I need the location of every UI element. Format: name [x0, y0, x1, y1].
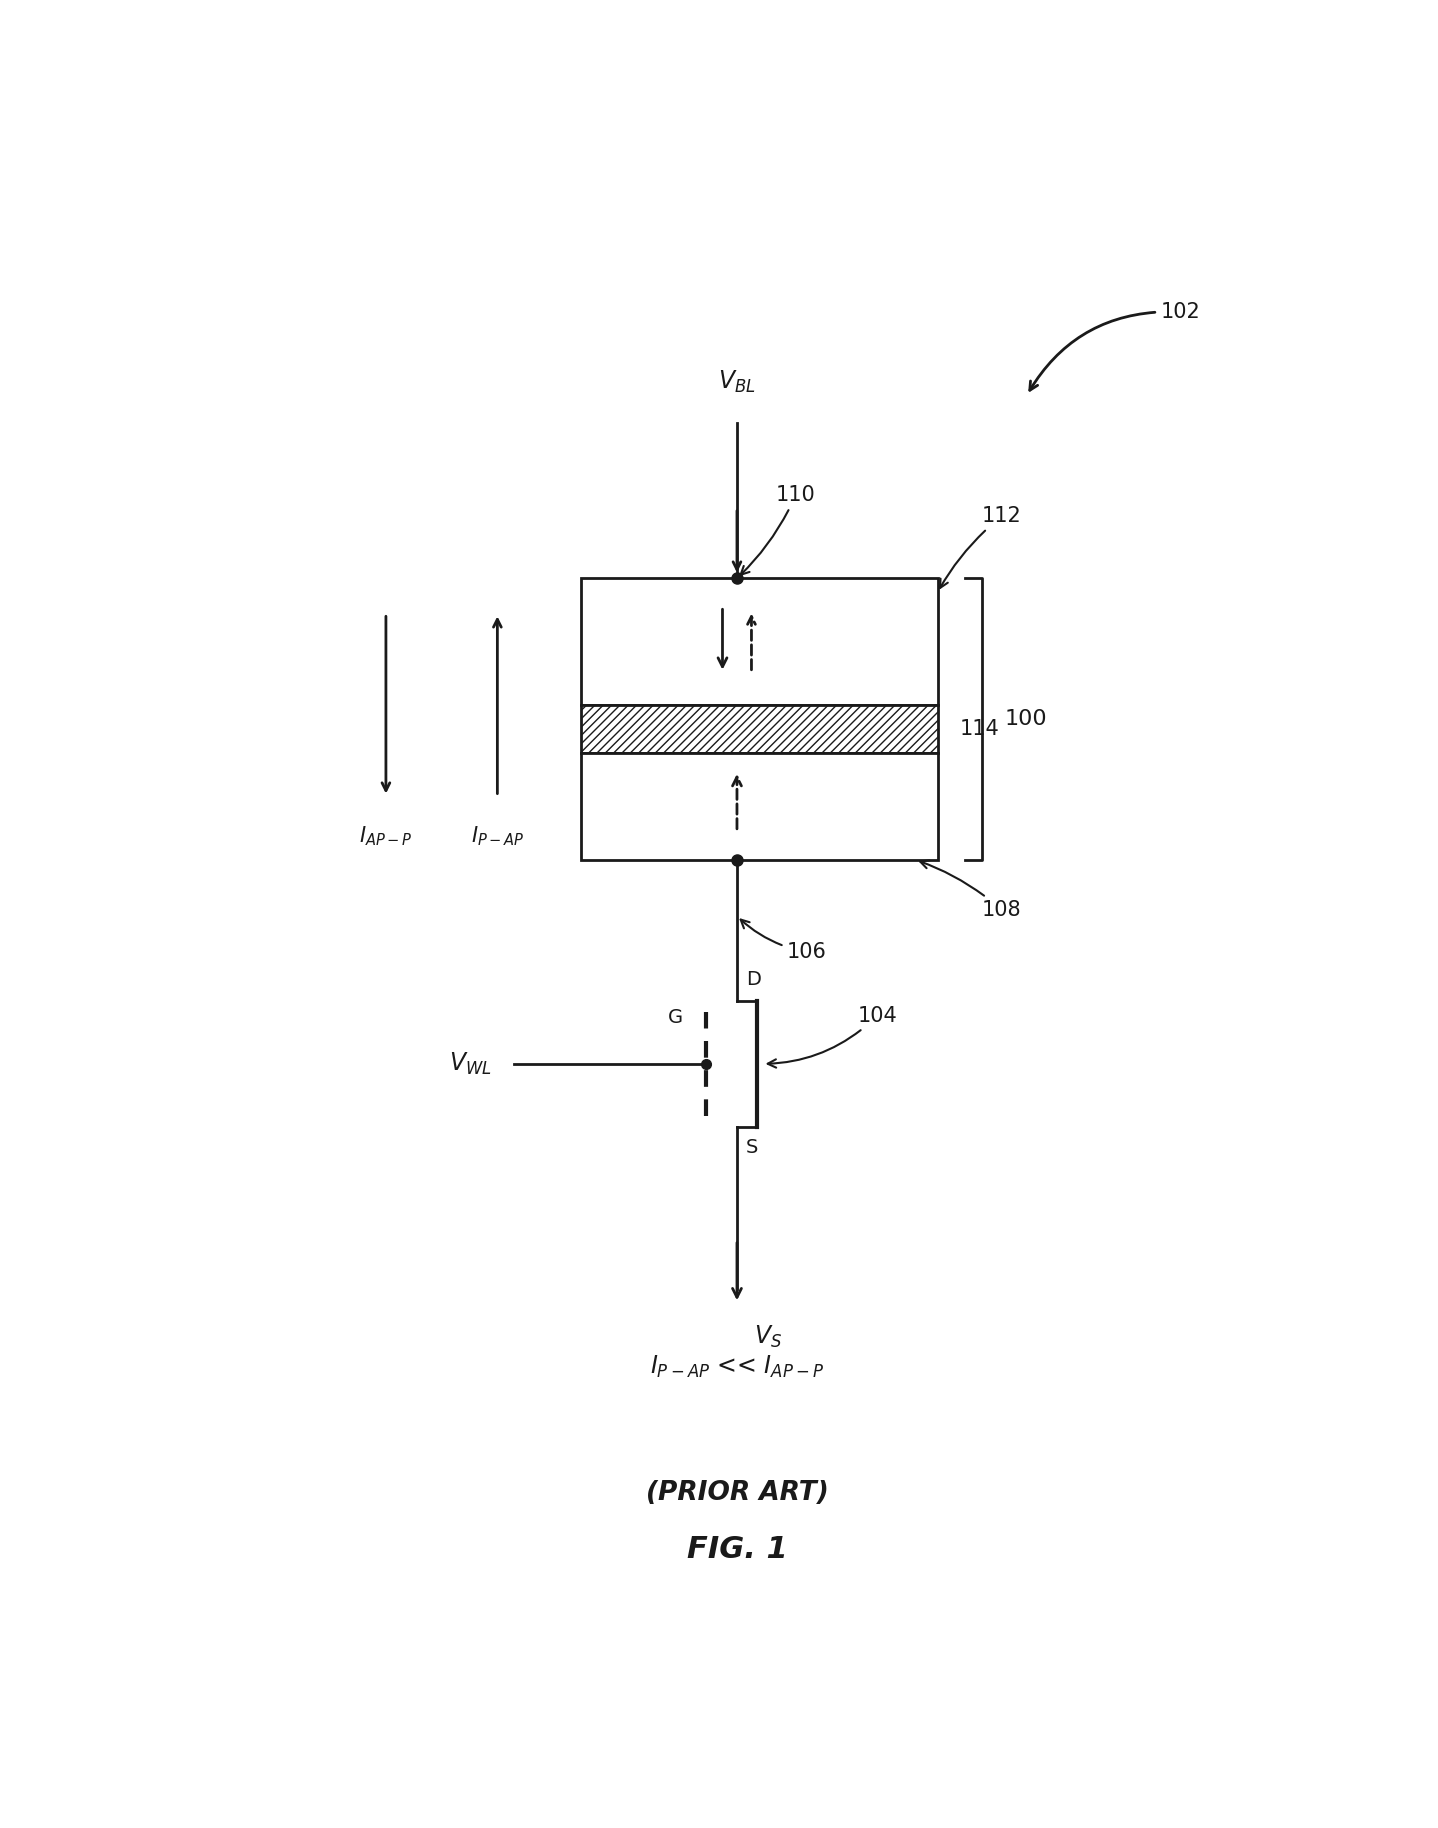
Text: 108: 108 — [920, 861, 1022, 919]
Text: D: D — [746, 971, 761, 989]
Text: $I_{AP-P}$: $I_{AP-P}$ — [360, 824, 413, 848]
Text: 110: 110 — [741, 484, 815, 574]
Text: 102: 102 — [1030, 302, 1201, 389]
Text: $V_{WL}$: $V_{WL}$ — [449, 1051, 492, 1077]
Text: 112: 112 — [940, 506, 1022, 589]
Text: 100: 100 — [1004, 709, 1047, 729]
Text: $I_{P-AP}$: $I_{P-AP}$ — [470, 824, 525, 848]
Text: 114: 114 — [961, 718, 999, 739]
Text: G: G — [669, 1007, 683, 1027]
Text: $I_{P-AP}$ << $I_{AP-P}$: $I_{P-AP}$ << $I_{AP-P}$ — [650, 1353, 824, 1380]
Bar — [581, 578, 938, 706]
Text: FIG. 1: FIG. 1 — [686, 1536, 788, 1565]
Text: (PRIOR ART): (PRIOR ART) — [646, 1481, 828, 1506]
Bar — [581, 706, 938, 753]
Text: $V_{BL}$: $V_{BL}$ — [718, 369, 756, 395]
Text: S: S — [746, 1139, 758, 1157]
Bar — [581, 753, 938, 859]
Text: 104: 104 — [768, 1005, 897, 1068]
Text: 106: 106 — [741, 919, 827, 962]
Text: $V_S$: $V_S$ — [754, 1323, 782, 1351]
